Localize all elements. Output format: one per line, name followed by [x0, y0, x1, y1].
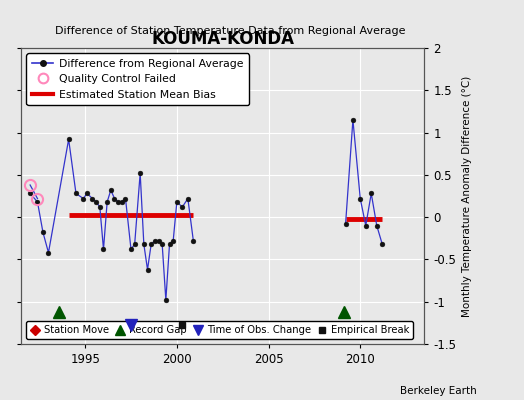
Legend: Station Move, Record Gap, Time of Obs. Change, Empirical Break: Station Move, Record Gap, Time of Obs. C… [26, 321, 413, 339]
Text: Berkeley Earth: Berkeley Earth [400, 386, 477, 396]
Title: KOUMA-KONDA: KOUMA-KONDA [151, 30, 294, 48]
Y-axis label: Monthly Temperature Anomaly Difference (°C): Monthly Temperature Anomaly Difference (… [462, 75, 472, 317]
Text: Difference of Station Temperature Data from Regional Average: Difference of Station Temperature Data f… [56, 26, 406, 36]
